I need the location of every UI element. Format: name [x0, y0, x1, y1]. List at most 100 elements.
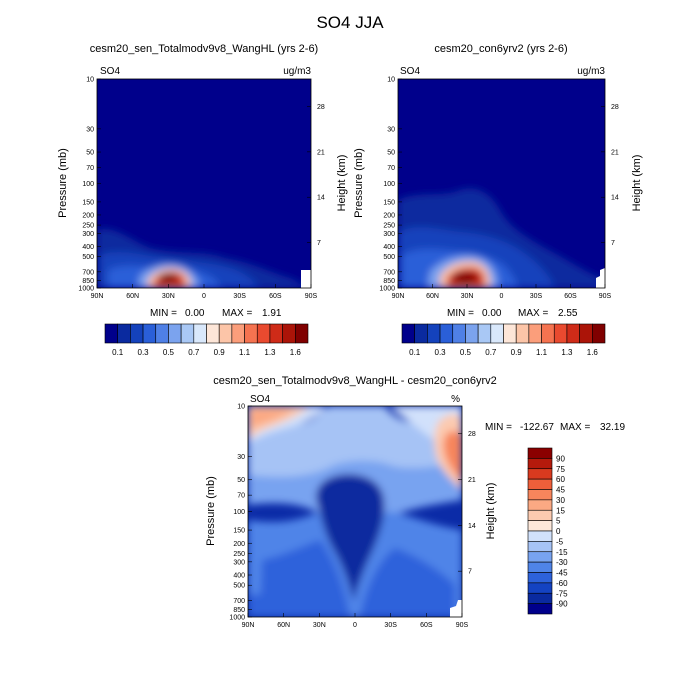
panel-3-pressure-tick-label: 30 [237, 454, 245, 461]
panel-2-colorbar-swatch [439, 323, 454, 344]
panel-1-ylabel: Pressure (mb) [57, 148, 69, 218]
panel-3-pressure-tick-label: 200 [233, 541, 245, 548]
panel-1-colorbar-swatch [244, 323, 258, 344]
panel-1-colorbar-label: 0.3 [138, 348, 150, 357]
panel-1-pressure-tick-label: 10 [86, 77, 94, 84]
panel-2-colorbar-swatch [553, 323, 568, 344]
panel-1-pressure-tick-label: 500 [82, 254, 94, 261]
panel-3-max-label: MAX = [560, 422, 590, 433]
panel-3-contours [248, 406, 462, 617]
panel-3-colorbar-swatch [527, 561, 553, 573]
panel-3-colorbar-label: 75 [556, 465, 565, 474]
panel-2-minmax: MIN = 0.00 MAX = 2.55 [447, 308, 578, 319]
panel-2-pressure-tick-label: 500 [383, 254, 395, 261]
panel-3-height-tick-label: 7 [468, 569, 472, 576]
panel-2-colorbar-label: 1.3 [561, 348, 573, 357]
panel-2-pressure-tick-label: 300 [383, 231, 395, 238]
panel-3-colorbar-swatch [527, 499, 553, 511]
panel-1-min-label: MIN = [150, 308, 177, 319]
panel-3-max-value: 32.19 [600, 422, 625, 433]
panel-2-units: ug/m3 [577, 66, 605, 77]
panel-2-variable: SO4 [400, 66, 420, 77]
panel-3-pressure-tick-label: 250 [233, 551, 245, 558]
panel-2-height-tick-label: 14 [611, 195, 619, 202]
panel-1-minmax: MIN = 0.00 MAX = 1.91 [150, 308, 282, 319]
panel-1-pressure-tick-label: 850 [82, 278, 94, 285]
panel-2-terrain [596, 268, 605, 288]
panel-2: cesm20_con6yrv2 (yrs 2-6) SO4 ug/m3 10 30… [353, 43, 643, 357]
panel-3-contour-30-south [443, 430, 462, 480]
panel-3-ylabel: Pressure (mb) [205, 476, 217, 546]
panel-1-height-axis: 28 21 14 7 [307, 104, 325, 247]
panel-2-height-tick-label: 7 [611, 240, 615, 247]
panel-2-pressure-tick-label: 100 [383, 181, 395, 188]
panel-3-colorbar-swatch [527, 541, 553, 553]
panel-3-colorbar-swatch [527, 468, 553, 480]
panel-3-ylabel-right: Height (km) [485, 483, 497, 540]
panel-3-colorbar-swatch [527, 572, 553, 584]
panel-1-pressure-tick-label: 30 [86, 126, 94, 133]
panel-1-colorbar-swatch [269, 323, 283, 344]
panel-1-colorbar-swatch [104, 323, 118, 344]
panel-3-pressure-tick-label: 10 [237, 404, 245, 411]
panel-2-colorbar-swatch [477, 323, 492, 344]
panel-1-colorbar-swatch [168, 323, 182, 344]
panel-3-pressure-tick-label: 850 [233, 607, 245, 614]
panel-2-latitude-axis: 90N 60N 30N 0 30S 60S 90S [392, 284, 612, 300]
panel-3-min-value: -122.67 [520, 422, 554, 433]
panel-2-colorbar-label: 0.9 [511, 348, 523, 357]
panel-1-pressure-tick-label: 700 [82, 269, 94, 276]
panel-2-pressure-tick-label: 400 [383, 244, 395, 251]
panel-2-colorbar: 0.1 0.3 0.5 0.7 0.9 1.1 1.3 1.6 [401, 323, 606, 357]
panel-1-pressure-tick-label: 250 [82, 223, 94, 230]
panel-3-pressure-tick-label: 400 [233, 573, 245, 580]
panel-3-contour-neg90 [316, 474, 385, 600]
panel-2-colorbar-label: 0.1 [409, 348, 421, 357]
panel-2-pressure-tick-label: 250 [383, 223, 395, 230]
panel-1-colorbar-label: 0.5 [163, 348, 175, 357]
panel-1-lat-tick-label: 60S [269, 293, 282, 300]
panel-2-lat-tick-label: 30S [530, 293, 543, 300]
panel-1-height-tick-label: 21 [317, 149, 325, 156]
panel-3-plot-area [248, 406, 462, 617]
panel-1-contours [97, 229, 311, 288]
panel-3-colorbar-label: -75 [556, 589, 568, 598]
panel-1-colorbar: 0.1 0.3 0.5 0.7 0.9 1.1 1.3 1.6 [104, 323, 309, 357]
panel-2-colorbar-swatch [515, 323, 530, 344]
panel-3-lat-tick-label: 60S [420, 622, 433, 629]
panel-2-colorbar-swatch [528, 323, 542, 344]
panel-3-colorbar-swatch [527, 530, 553, 542]
panel-3-pressure-tick-label: 300 [233, 559, 245, 566]
panel-1-title: cesm20_sen_Totalmodv9v8_WangHL (yrs 2-6) [90, 43, 318, 55]
panel-1-colorbar-swatch [155, 323, 169, 344]
figure-title: SO4 JJA [316, 13, 384, 32]
panel-2-colorbar-swatch [401, 323, 415, 344]
panel-2-colorbar-swatch [541, 323, 555, 344]
panel-1-colorbar-label: 1.3 [264, 348, 276, 357]
panel-3-colorbar-label: 90 [556, 454, 565, 463]
panel-3-pressure-tick-label: 500 [233, 583, 245, 590]
panel-3-lat-tick-label: 0 [353, 622, 357, 629]
panel-1-contour-max [158, 273, 178, 283]
panel-1-colorbar-label: 0.1 [112, 348, 124, 357]
panel-2-lat-tick-label: 0 [500, 293, 504, 300]
panel-2-colorbar-label: 1.1 [536, 348, 548, 357]
panel-2-max-label: MAX = [518, 308, 548, 319]
panel-2-contour-max [452, 272, 478, 284]
panel-1-colorbar-swatch [218, 323, 233, 344]
panel-1-colorbar-swatch [180, 323, 195, 344]
panel-2-min-label: MIN = [447, 308, 474, 319]
panel-1-min-value: 0.00 [185, 308, 205, 319]
panel-2-lat-tick-label: 90S [599, 293, 612, 300]
panel-1-pressure-tick-label: 400 [82, 244, 94, 251]
panel-3-lat-tick-label: 30N [313, 622, 326, 629]
panel-1-lat-tick-label: 0 [202, 293, 206, 300]
panel-2-lat-tick-label: 30N [461, 293, 474, 300]
panel-2-colorbar-label: 0.3 [435, 348, 447, 357]
panel-2-colorbar-swatch [579, 323, 593, 344]
panel-2-lat-tick-label: 60N [426, 293, 439, 300]
panel-1-ylabel-right: Height (km) [336, 155, 348, 212]
panel-1-pressure-tick-label: 50 [86, 150, 94, 157]
